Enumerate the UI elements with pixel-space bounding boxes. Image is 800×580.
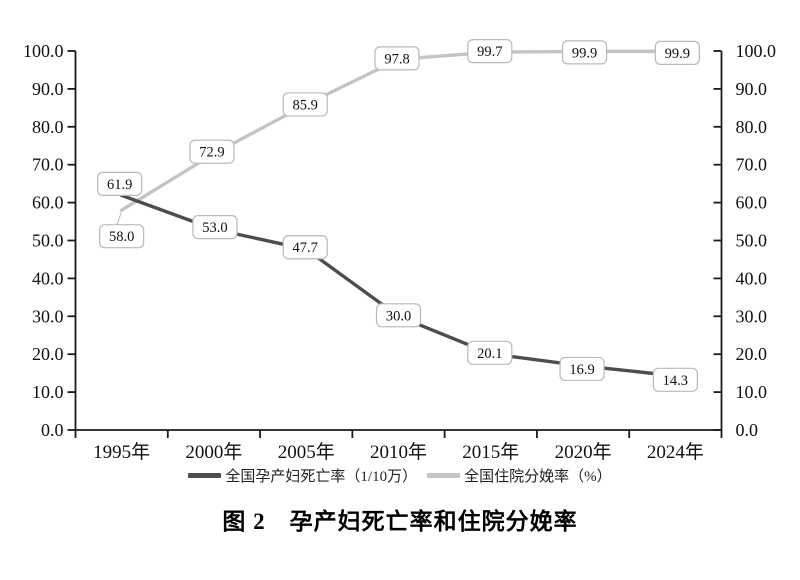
y-tick-label-left: 80.0 — [32, 117, 64, 137]
y-tick-label-left: 70.0 — [32, 155, 64, 175]
legend-item-delivery: 全国住院分娩率（%） — [427, 465, 612, 486]
delivery-line — [119, 49, 678, 212]
data-label-value: 20.1 — [477, 346, 502, 362]
data-label-box — [467, 340, 513, 365]
x-category-label: 2020年 — [555, 441, 612, 462]
y-tick-label-right: 60.0 — [736, 193, 768, 213]
x-category-label: 2000年 — [185, 441, 242, 462]
x-category-label: 2024年 — [647, 441, 704, 462]
data-label-value: 58.0 — [109, 229, 134, 245]
mortality-line-swatch — [188, 472, 222, 478]
y-tick-label-left: 100.0 — [23, 41, 64, 61]
data-label-box — [559, 356, 605, 382]
data-label-box — [374, 46, 420, 71]
y-axis-right: 0.0 10.0 20.0 30.0 40.0 50.0 60.0 70.0 80.0 90.0 1… — [713, 41, 777, 440]
data-label-box — [467, 39, 513, 64]
figure-caption: 图 2 孕产妇死亡率和住院分娩率 — [222, 509, 578, 534]
y-tick-label-right: 30.0 — [736, 306, 768, 326]
y-tick-label-left: 20.0 — [32, 344, 64, 364]
y-axis-left: 0.0 10.0 20.0 30.0 40.0 50.0 60.0 70.0 80.0 90.0 1… — [23, 41, 76, 440]
x-axis: 1995年 2000年 2005年 2010年 2015年 2020年 2024年 — [74, 430, 723, 462]
y-tick-label-left: 30.0 — [32, 306, 64, 326]
x-category-label: 2015年 — [462, 441, 519, 462]
data-label-box — [561, 40, 608, 65]
y-tick-label-left: 90.0 — [32, 79, 64, 99]
y-tick-label-right: 100.0 — [736, 41, 777, 61]
data-label-value: 99.9 — [665, 46, 690, 62]
y-tick-label-right: 70.0 — [736, 155, 768, 175]
y-tick-label-right: 50.0 — [736, 231, 768, 251]
data-label-value: 72.9 — [199, 145, 224, 161]
legend-label-delivery: 全国住院分娩率（%） — [464, 468, 612, 485]
data-label-box — [282, 92, 328, 117]
axes — [74, 51, 723, 431]
y-tick-label-left: 50.0 — [32, 231, 64, 251]
data-label-box — [652, 367, 698, 392]
y-tick-label-right: 90.0 — [736, 79, 768, 99]
data-label-box — [189, 139, 235, 164]
data-label-value: 97.8 — [384, 51, 409, 67]
data-label-value: 30.0 — [386, 308, 411, 324]
y-tick-label-right: 20.0 — [736, 344, 768, 364]
y-tick-label-right: 80.0 — [736, 117, 768, 137]
x-category-label: 2010年 — [370, 441, 427, 462]
x-category-label: 1995年 — [93, 441, 150, 462]
y-tick-label-left: 0.0 — [41, 420, 64, 440]
line-chart: 0.0 10.0 20.0 30.0 40.0 50.0 60.0 70.0 80.0 90.0 1… — [23, 39, 777, 462]
y-tick-label-left: 40.0 — [32, 268, 64, 288]
data-label-box — [192, 215, 238, 240]
data-label-value: 99.7 — [477, 44, 502, 60]
y-tick-label-left: 60.0 — [32, 193, 64, 213]
data-label-value: 16.9 — [569, 362, 594, 378]
data-label-value: 85.9 — [293, 97, 318, 113]
legend-label-mortality: 全国孕产妇死亡率（1/10万） — [225, 468, 418, 485]
data-label-value: 99.9 — [572, 45, 597, 61]
data-label-value: 14.3 — [663, 373, 688, 389]
data-label-value: 47.7 — [293, 240, 318, 256]
data-label-value: 53.0 — [202, 220, 227, 236]
data-label-box — [654, 40, 700, 65]
data-label-value: 61.9 — [107, 177, 132, 193]
legend-item-mortality: 全国孕产妇死亡率（1/10万） — [188, 465, 417, 486]
y-tick-label-left: 10.0 — [32, 382, 64, 402]
delivery-label-leader-line — [116, 210, 123, 225]
data-label-box — [97, 171, 143, 196]
y-tick-label-right: 10.0 — [736, 382, 768, 402]
data-labels: 61.9 53.0 47.7 30.0 20.1 16.9 14.3 58.0 72.9 85.9… — [97, 39, 700, 392]
y-tick-label-right: 40.0 — [736, 268, 768, 288]
data-label-box — [282, 235, 328, 260]
data-label-box — [99, 224, 145, 249]
data-label-box — [375, 303, 422, 328]
delivery-line-swatch — [427, 472, 461, 478]
x-category-label: 2005年 — [278, 441, 335, 462]
y-tick-label-right: 0.0 — [736, 420, 759, 440]
chart-legend: 全国孕产妇死亡率（1/10万） 全国住院分娩率（%） — [0, 464, 800, 486]
